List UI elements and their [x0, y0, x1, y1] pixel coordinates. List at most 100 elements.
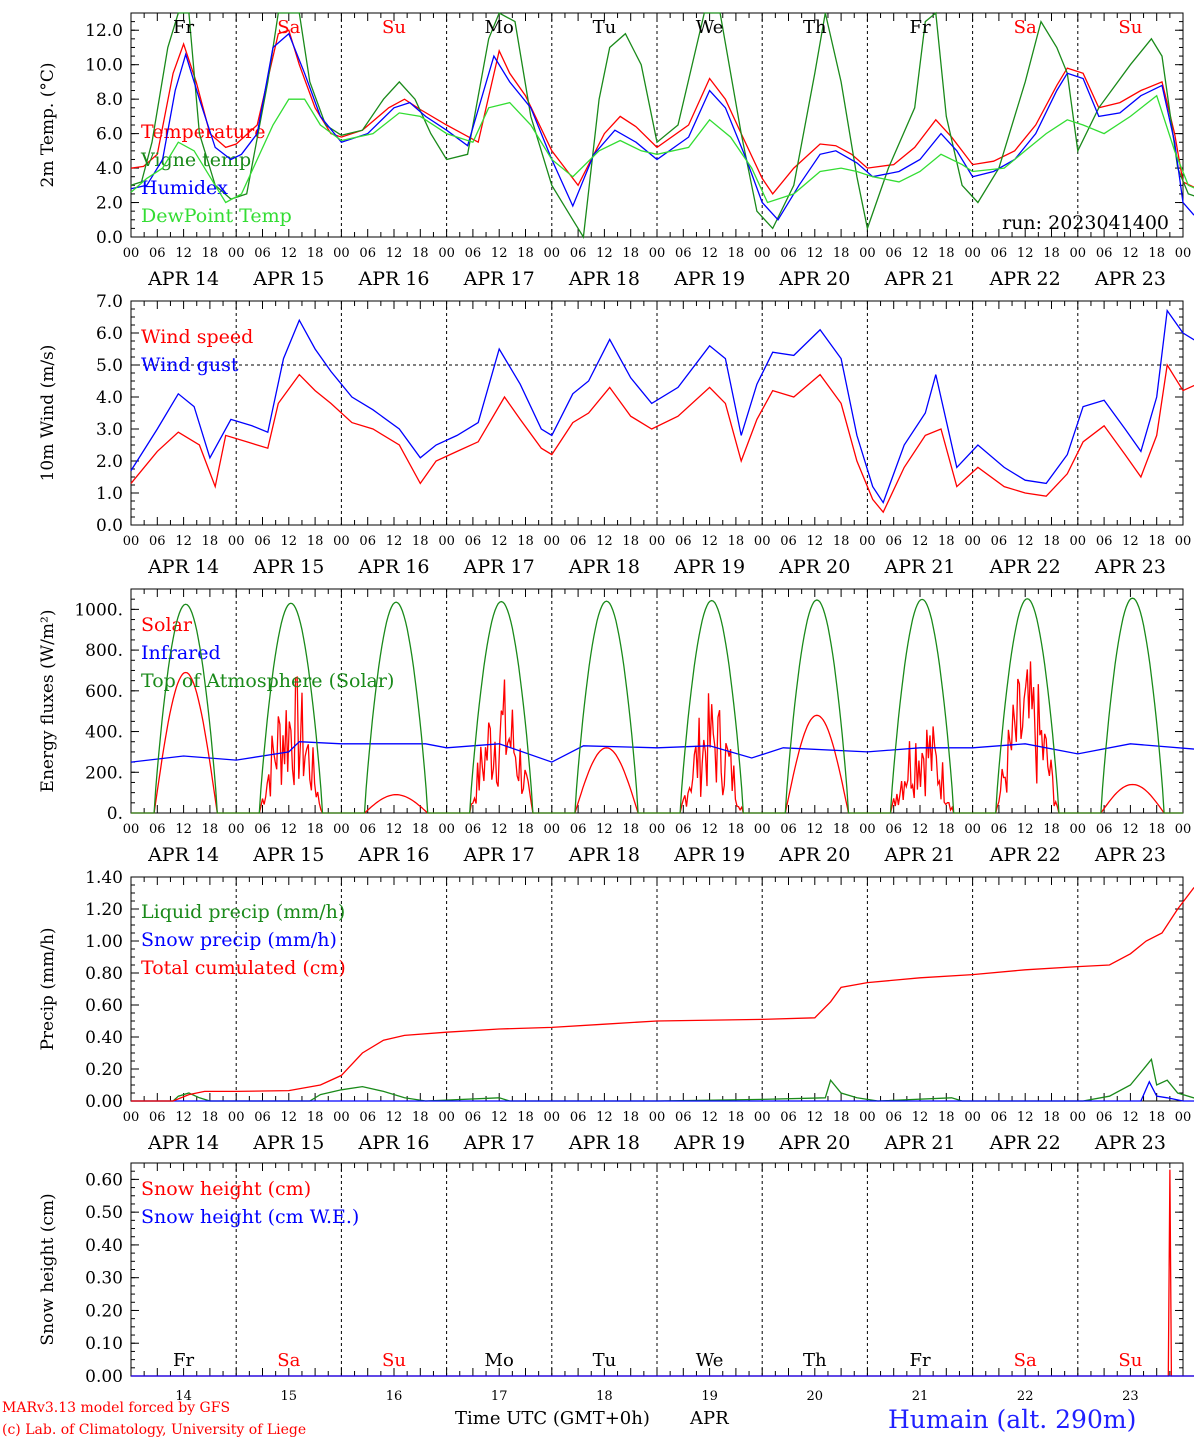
y-tick-label: 0.10: [85, 1334, 123, 1354]
x-hour-label: 12: [281, 822, 298, 837]
x-hour-label: 06: [1096, 534, 1113, 549]
x-hour-label: 00: [754, 822, 771, 837]
x-hour-label: 18: [1043, 822, 1060, 837]
panel-1: 0.0 2.0 4.0 6.0 8.0 10.0 12.0 2m Temp. (°C) Temp…: [38, 11, 1194, 290]
x-day-label: APR 22: [989, 556, 1061, 578]
series-line-wind-speed: [130, 363, 1194, 514]
weekday-label: Fr: [173, 17, 194, 38]
x-day-label: APR 15: [252, 844, 324, 866]
x-hour-label: 06: [991, 1110, 1008, 1125]
day-number-label: 14: [175, 1389, 192, 1404]
x-hour-label: 12: [175, 246, 192, 261]
day-number-label: 21: [912, 1389, 929, 1404]
x-hour-label: 06: [991, 246, 1008, 261]
series-line-vigne-temp: [130, 11, 1194, 239]
x-day-label: APR 19: [673, 844, 745, 866]
x-hour-label: 00: [1070, 246, 1087, 261]
y-tick-label: 5.0: [96, 356, 123, 376]
x-hour-label: 00: [1070, 534, 1087, 549]
x-day-label: APR 21: [883, 556, 955, 578]
legend-label: Humidex: [141, 177, 228, 199]
legend-label: Liquid precip (mm/h): [141, 901, 345, 923]
y-tick-label: 6.0: [96, 324, 123, 344]
series-line-total-cumulated-cm-: [131, 886, 1194, 1102]
x-hour-label: 00: [649, 1110, 666, 1125]
day-number-label: 16: [386, 1389, 403, 1404]
legend-label: Temperature: [141, 121, 265, 143]
station-label: Humain (alt. 290m): [888, 1405, 1136, 1434]
x-hour-label: 12: [1017, 822, 1034, 837]
x-hour-label: 18: [1148, 822, 1165, 837]
day-number-label: 19: [701, 1389, 718, 1404]
x-hour-label: 00: [544, 246, 561, 261]
x-hour-label: 00: [123, 246, 140, 261]
x-hour-label: 18: [728, 822, 745, 837]
x-hour-label: 18: [622, 1110, 639, 1125]
x-hour-label: 12: [807, 822, 824, 837]
x-hour-label: 18: [307, 534, 324, 549]
x-hour-label: 00: [228, 1110, 245, 1125]
x-hour-label: 06: [1096, 246, 1113, 261]
x-hour-label: 00: [544, 822, 561, 837]
x-hour-label: 00: [438, 822, 455, 837]
day-number-label: 15: [281, 1389, 298, 1404]
y-axis-label: 2m Temp. (°C): [38, 62, 58, 187]
x-hour-label: 00: [649, 246, 666, 261]
weekday-label: Mo: [485, 1350, 514, 1371]
weekday-label: Tu: [593, 17, 617, 38]
x-hour-label: 06: [465, 534, 482, 549]
x-hour-label: 06: [359, 822, 376, 837]
x-hour-label: 12: [386, 246, 403, 261]
x-hour-label: 18: [622, 246, 639, 261]
y-tick-label: 800.: [85, 641, 123, 661]
x-hour-label: 00: [333, 822, 350, 837]
x-hour-label: 18: [833, 534, 850, 549]
time-axis-label: Time UTC (GMT+0h): [455, 1408, 650, 1429]
x-day-label: APR 21: [883, 268, 955, 290]
x-hour-label: 00: [228, 246, 245, 261]
x-day-label: APR 18: [568, 844, 640, 866]
day-number-label: 18: [596, 1389, 613, 1404]
x-hour-label: 12: [491, 1110, 508, 1125]
legend-label: Total cumulated (cm): [141, 957, 346, 979]
x-hour-label: 00: [438, 246, 455, 261]
x-day-label: APR 22: [989, 844, 1061, 866]
y-tick-label: 1.40: [85, 868, 123, 888]
x-hour-label: 18: [622, 822, 639, 837]
series-line-top-of-atmosphere-solar-: [131, 597, 1183, 814]
x-day-label: APR 15: [252, 1132, 324, 1154]
x-hour-label: 00: [333, 1110, 350, 1125]
x-day-label: APR 15: [252, 268, 324, 290]
x-hour-label: 00: [438, 1110, 455, 1125]
y-tick-label: 7.0: [96, 292, 123, 312]
x-day-label: APR 14: [147, 1132, 219, 1154]
x-hour-label: 18: [1043, 534, 1060, 549]
y-tick-label: 0.80: [85, 964, 123, 984]
x-hour-label: 00: [859, 1110, 876, 1125]
x-day-label: APR 16: [357, 556, 429, 578]
weekday-label: Mo: [485, 17, 514, 38]
legend-label: Snow precip (mm/h): [141, 929, 337, 951]
x-day-label: APR 21: [883, 1132, 955, 1154]
x-hour-label: 00: [859, 822, 876, 837]
x-hour-label: 00: [1175, 534, 1192, 549]
x-hour-label: 06: [570, 534, 587, 549]
y-tick-label: 3.0: [96, 420, 123, 440]
day-number-label: 17: [491, 1389, 508, 1404]
x-hour-label: 06: [570, 1110, 587, 1125]
x-hour-label: 06: [149, 822, 166, 837]
x-hour-label: 12: [807, 534, 824, 549]
x-hour-label: 12: [386, 1110, 403, 1125]
footer: MARv3.13 model forced by GFS (c) Lab. of…: [2, 1400, 1136, 1438]
x-hour-label: 00: [544, 534, 561, 549]
weekday-label: Su: [382, 1350, 406, 1371]
series-line-infrared: [130, 741, 1194, 763]
y-tick-label: 0.40: [85, 1028, 123, 1048]
y-tick-label: 1.00: [85, 932, 123, 952]
x-hour-label: 00: [649, 534, 666, 549]
x-hour-label: 00: [964, 246, 981, 261]
x-day-label: APR 20: [778, 556, 850, 578]
x-hour-label: 06: [254, 1110, 271, 1125]
x-day-label: APR 23: [1094, 556, 1166, 578]
x-hour-label: 06: [149, 246, 166, 261]
